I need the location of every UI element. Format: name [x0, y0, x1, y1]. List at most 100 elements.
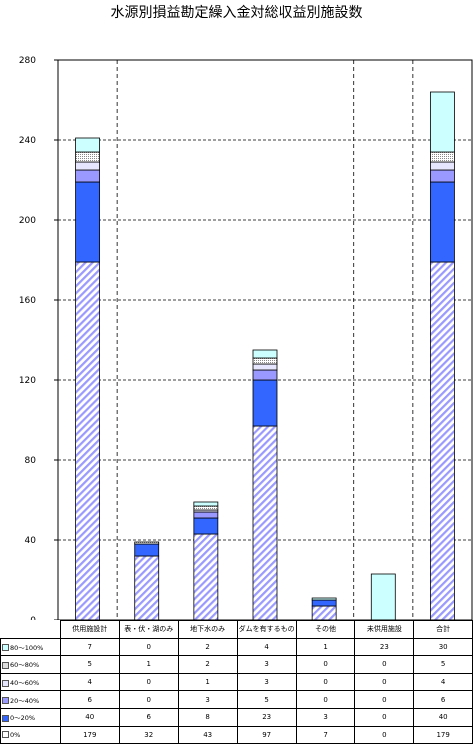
table-cell: 43 — [177, 725, 238, 744]
table-cell: 7 — [295, 725, 356, 744]
table-cell: 0 — [354, 707, 415, 727]
legend-swatch — [2, 697, 9, 705]
table-cell: 0 — [354, 672, 415, 692]
table-cell: 3 — [236, 672, 297, 692]
table-cell: 23 — [236, 707, 297, 727]
table-cell: 2 — [177, 655, 238, 674]
table-cell: 6 — [59, 690, 120, 709]
category-label: 表・伏・湖のみ — [118, 620, 179, 639]
bar-segment — [252, 363, 278, 371]
bar-segment — [75, 137, 100, 153]
bar-segment — [430, 91, 455, 153]
series-label: 80～100% — [0, 637, 61, 657]
bar-segment — [193, 511, 219, 519]
y-tick-label: 280 — [19, 56, 36, 66]
table-row: 0～20% 40 6 8 23 3 0 40 — [0, 707, 473, 727]
bar-segment — [252, 349, 278, 359]
bar-segment — [430, 169, 455, 183]
category-label: 未供用施設 — [354, 620, 415, 639]
bar-segment — [252, 379, 278, 427]
y-tick-label: 200 — [19, 216, 36, 226]
bar-segment — [311, 605, 337, 620]
bar-segment — [134, 543, 160, 557]
table-cell: 23 — [354, 637, 415, 657]
bar-segment — [75, 181, 100, 263]
table-row: 60～80% 5 1 2 3 0 0 5 — [0, 655, 473, 674]
bar-segment — [134, 541, 160, 545]
table-corner — [0, 620, 61, 639]
y-tick-label: 80 — [25, 456, 37, 466]
table-cell: 5 — [413, 655, 473, 674]
y-tick-label: 160 — [19, 296, 36, 306]
series-label: 20～40% — [0, 690, 61, 709]
table-cell: 3 — [177, 690, 238, 709]
legend-swatch — [2, 714, 9, 722]
table-cell: 5 — [236, 690, 297, 709]
bar-segment — [193, 501, 219, 507]
table-cell: 32 — [118, 725, 179, 744]
series-name: 0% — [10, 730, 21, 739]
y-tick-label: 0 — [30, 616, 36, 620]
series-label: 40～60% — [0, 672, 61, 692]
table-row: 0% 179 32 43 97 7 0 179 — [0, 725, 473, 744]
legend-swatch — [2, 731, 9, 739]
series-label: 0～20% — [0, 707, 61, 727]
table-cell: 0 — [354, 655, 415, 674]
category-label: 地下水のみ — [177, 620, 238, 639]
plot-frame — [57, 59, 473, 620]
table-cell: 0 — [354, 690, 415, 709]
bar-segment — [134, 555, 160, 620]
table-cell: 3 — [295, 707, 356, 727]
table-row: 20～40% 6 0 3 5 0 0 6 — [0, 690, 473, 709]
y-tick-label: 120 — [19, 376, 36, 386]
bar-segment — [193, 517, 219, 535]
series-label: 0% — [0, 725, 61, 744]
chart-title: 水源別損益勘定繰入金対総収益別施設数 — [110, 5, 363, 21]
table-cell: 30 — [413, 637, 473, 657]
series-name: 80～100% — [10, 643, 44, 652]
category-label: ダムを有するもの — [236, 620, 297, 639]
bar-segment — [311, 597, 337, 601]
table-cell: 6 — [413, 690, 473, 709]
bar-segment — [370, 573, 396, 620]
legend-swatch — [2, 661, 9, 669]
table-cell: 4 — [236, 637, 297, 657]
bar-segment — [430, 161, 455, 171]
bar-segment — [75, 261, 100, 620]
table-cell: 97 — [236, 725, 297, 744]
series-label: 60～80% — [0, 655, 61, 674]
category-label: その他 — [295, 620, 356, 639]
series-name: 20～40% — [10, 696, 40, 705]
table-cell: 7 — [59, 637, 120, 657]
bar-segment — [75, 151, 100, 163]
bar-segment — [193, 505, 219, 511]
stacked-bar-chart: 0 40 80 120 160 200 240 280 — [19, 56, 473, 620]
bar-segment — [430, 181, 455, 263]
bar-segment — [252, 369, 278, 381]
bar-segment — [252, 425, 278, 620]
table-cell: 4 — [413, 672, 473, 692]
bar-segment — [311, 599, 337, 607]
table-cell: 179 — [59, 725, 120, 744]
legend-swatch — [2, 679, 9, 687]
bar-segment — [252, 357, 278, 365]
y-tick-label: 240 — [19, 136, 36, 146]
table-cell: 0 — [295, 672, 356, 692]
category-label: 合計 — [413, 620, 473, 639]
table-cell: 8 — [177, 707, 238, 727]
table-cell: 0 — [295, 690, 356, 709]
table-cell: 0 — [118, 672, 179, 692]
bar-segment — [193, 533, 219, 620]
bar-segment — [75, 161, 100, 171]
category-label: 供用施設計 — [59, 620, 120, 639]
table-cell: 4 — [59, 672, 120, 692]
table-cell: 40 — [59, 707, 120, 727]
table-row: 80～100% 7 0 2 4 1 23 30 — [0, 637, 473, 657]
data-table: 供用施設計 表・伏・湖のみ 地下水のみ ダムを有するもの その他 未供用施設 合計 80～10… — [0, 620, 473, 744]
table-cell: 0 — [295, 655, 356, 674]
table-cell: 179 — [413, 725, 473, 744]
table-row: 40～60% 4 0 1 3 0 0 4 — [0, 672, 473, 692]
table-cell: 1 — [295, 637, 356, 657]
table-cell: 0 — [354, 725, 415, 744]
table-cell: 6 — [118, 707, 179, 727]
